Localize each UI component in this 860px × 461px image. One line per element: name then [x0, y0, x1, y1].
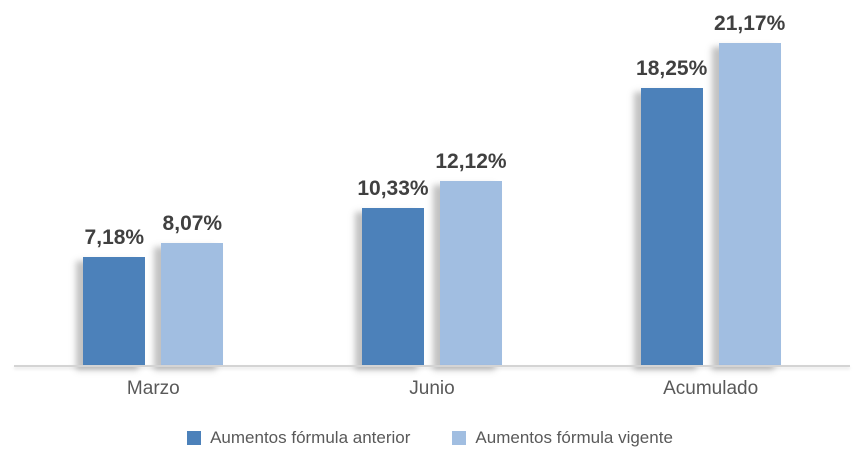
bar-wrap: 21,17%	[714, 12, 785, 366]
value-label: 10,33%	[357, 177, 429, 200]
bar-anterior-acumulado	[640, 88, 703, 366]
category-axis: Marzo Junio Acumulado	[14, 378, 850, 400]
bar-anterior-junio	[361, 208, 424, 366]
legend-swatch-anterior-icon	[187, 431, 202, 445]
bar-wrap: 12,12%	[435, 150, 507, 366]
x-axis-line	[14, 365, 850, 367]
category-label-marzo: Marzo	[126, 378, 180, 399]
value-label: 8,07%	[162, 212, 223, 235]
legend-item-vigente: Aumentos fórmula vigente	[452, 428, 673, 448]
bar-wrap: 8,07%	[161, 212, 224, 366]
plot-area: 7,18% 8,07% 10,33% 12,12% 18,25%	[14, 0, 850, 366]
value-label: 18,25%	[636, 57, 708, 80]
bar-wrap: 18,25%	[636, 57, 707, 366]
value-label: 21,17%	[714, 12, 786, 35]
value-label: 7,18%	[84, 226, 145, 249]
bar-vigente-marzo	[161, 243, 224, 366]
category-label-acumulado: Acumulado	[663, 378, 759, 399]
bar-wrap: 10,33%	[357, 177, 429, 366]
bar-group-marzo: 7,18% 8,07%	[83, 0, 224, 366]
legend-label-vigente: Aumentos fórmula vigente	[475, 428, 673, 447]
bar-wrap: 7,18%	[83, 226, 146, 366]
bar-group-acumulado: 18,25% 21,17%	[636, 0, 785, 366]
legend-item-anterior: Aumentos fórmula anterior	[187, 428, 410, 448]
bar-anterior-marzo	[83, 257, 146, 366]
bar-vigente-junio	[439, 181, 502, 366]
bar-group-junio: 10,33% 12,12%	[357, 0, 507, 366]
legend-swatch-vigente-icon	[452, 431, 467, 445]
bar-vigente-acumulado	[718, 43, 781, 366]
value-label: 12,12%	[435, 150, 507, 173]
category-label-junio: Junio	[409, 378, 455, 399]
legend-label-anterior: Aumentos fórmula anterior	[210, 428, 411, 447]
legend: Aumentos fórmula anterior Aumentos fórmu…	[0, 428, 860, 448]
